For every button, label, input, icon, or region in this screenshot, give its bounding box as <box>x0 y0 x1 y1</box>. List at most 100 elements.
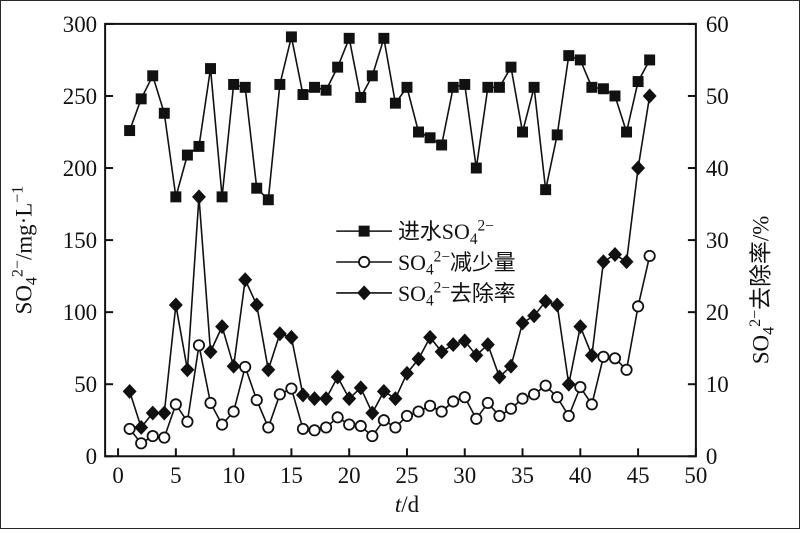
data-point-square <box>228 78 240 90</box>
data-point-diamond <box>550 297 565 313</box>
data-point-diamond <box>388 391 403 407</box>
data-point-diamond <box>608 247 622 262</box>
data-point-diamond <box>168 297 183 313</box>
data-point-diamond <box>631 160 646 176</box>
data-point-square <box>401 81 413 93</box>
data-point-diamond <box>249 297 264 313</box>
data-point-square <box>124 125 136 137</box>
data-point-circle <box>412 405 425 418</box>
data-point-square <box>528 81 540 93</box>
data-point-circle <box>643 249 656 263</box>
data-point-circle <box>123 422 136 435</box>
data-point-diamond <box>423 329 438 345</box>
data-point-circle <box>608 352 622 365</box>
data-point-diamond <box>353 380 368 396</box>
data-point-square <box>135 93 147 105</box>
data-point-diamond <box>122 383 137 399</box>
data-point-square <box>644 54 656 66</box>
data-point-diamond <box>272 326 287 342</box>
data-point-square <box>459 78 471 90</box>
data-point-circle <box>632 300 645 313</box>
data-point-circle <box>539 379 552 392</box>
series-line-diamond <box>128 95 651 430</box>
data-point-circle <box>435 405 448 418</box>
data-point-circle <box>620 363 633 376</box>
data-point-diamond <box>642 88 657 104</box>
right-axis-tick-label: 30 <box>706 228 729 253</box>
data-point-square <box>332 61 344 73</box>
left-axis-tick-label: 50 <box>74 372 97 397</box>
data-point-circle <box>354 419 367 433</box>
x-axis-tick-label: 20 <box>338 463 361 488</box>
x-axis-tick-label: 5 <box>170 463 181 488</box>
data-point-square <box>482 81 494 93</box>
data-point-circle <box>597 350 610 363</box>
data-point-circle <box>320 421 333 434</box>
data-point-circle <box>470 412 483 425</box>
data-point-circle <box>585 398 598 411</box>
series-line-circle <box>129 255 651 445</box>
data-point-square <box>378 32 390 44</box>
data-point-diamond <box>157 405 172 421</box>
left-axis-tick-label: 250 <box>63 84 97 109</box>
data-point-square <box>621 126 633 138</box>
x-axis-tick-label: 0 <box>112 463 123 488</box>
x-axis-title: t/d <box>395 492 420 517</box>
x-axis-tick-label: 10 <box>222 463 245 488</box>
data-point-diamond <box>515 315 530 331</box>
x-axis-tick-label: 40 <box>569 463 592 488</box>
x-axis-tick-label: 15 <box>280 463 303 488</box>
data-point-diamond <box>191 189 206 205</box>
legend-label: SO42−减少量 <box>398 249 516 279</box>
data-point-square <box>147 70 159 82</box>
data-point-circle <box>250 393 263 407</box>
data-point-diamond <box>573 319 588 335</box>
data-point-circle <box>551 391 564 404</box>
data-point-circle <box>481 396 494 410</box>
legend-marker-diamond <box>357 285 372 301</box>
data-point-circle <box>493 409 506 422</box>
data-point-diamond <box>180 362 195 378</box>
data-point-diamond <box>134 419 149 435</box>
data-point-circle <box>366 430 379 443</box>
data-point-square <box>274 78 286 90</box>
data-point-circle <box>239 360 252 373</box>
data-point-square <box>551 129 563 141</box>
data-point-diamond <box>376 383 391 399</box>
data-point-square <box>343 32 355 44</box>
series-line-square <box>128 35 651 202</box>
right-axis-tick-label: 50 <box>706 84 729 109</box>
data-point-square <box>609 90 621 102</box>
data-point-square <box>297 89 309 101</box>
left-axis-tick-label: 100 <box>63 300 97 325</box>
data-point-diamond <box>238 272 253 288</box>
data-point-square <box>493 81 505 93</box>
left-axis-tick-label: 200 <box>63 156 97 181</box>
data-point-square <box>413 126 425 138</box>
data-point-diamond <box>561 376 576 392</box>
data-point-circle <box>181 415 194 428</box>
data-point-square <box>158 107 170 119</box>
data-point-circle <box>458 391 471 404</box>
data-point-diamond <box>215 319 230 335</box>
data-point-circle <box>400 409 414 422</box>
right-axis-title: SO42−去除率/% <box>747 216 778 365</box>
data-point-circle <box>169 398 182 411</box>
x-axis-tick-label: 50 <box>684 463 707 488</box>
data-point-circle <box>135 437 148 450</box>
legend-marker-circle <box>358 255 371 269</box>
data-point-diamond <box>619 254 634 270</box>
data-point-diamond <box>226 358 241 374</box>
data-point-square <box>632 76 644 88</box>
data-point-circle <box>296 422 310 435</box>
data-point-square <box>389 97 401 109</box>
data-point-diamond <box>203 344 218 360</box>
data-point-diamond <box>295 387 310 403</box>
data-point-square <box>424 132 436 144</box>
data-point-circle <box>504 402 518 415</box>
data-point-square <box>563 50 575 62</box>
data-point-square <box>470 162 482 174</box>
data-point-circle <box>447 395 460 408</box>
